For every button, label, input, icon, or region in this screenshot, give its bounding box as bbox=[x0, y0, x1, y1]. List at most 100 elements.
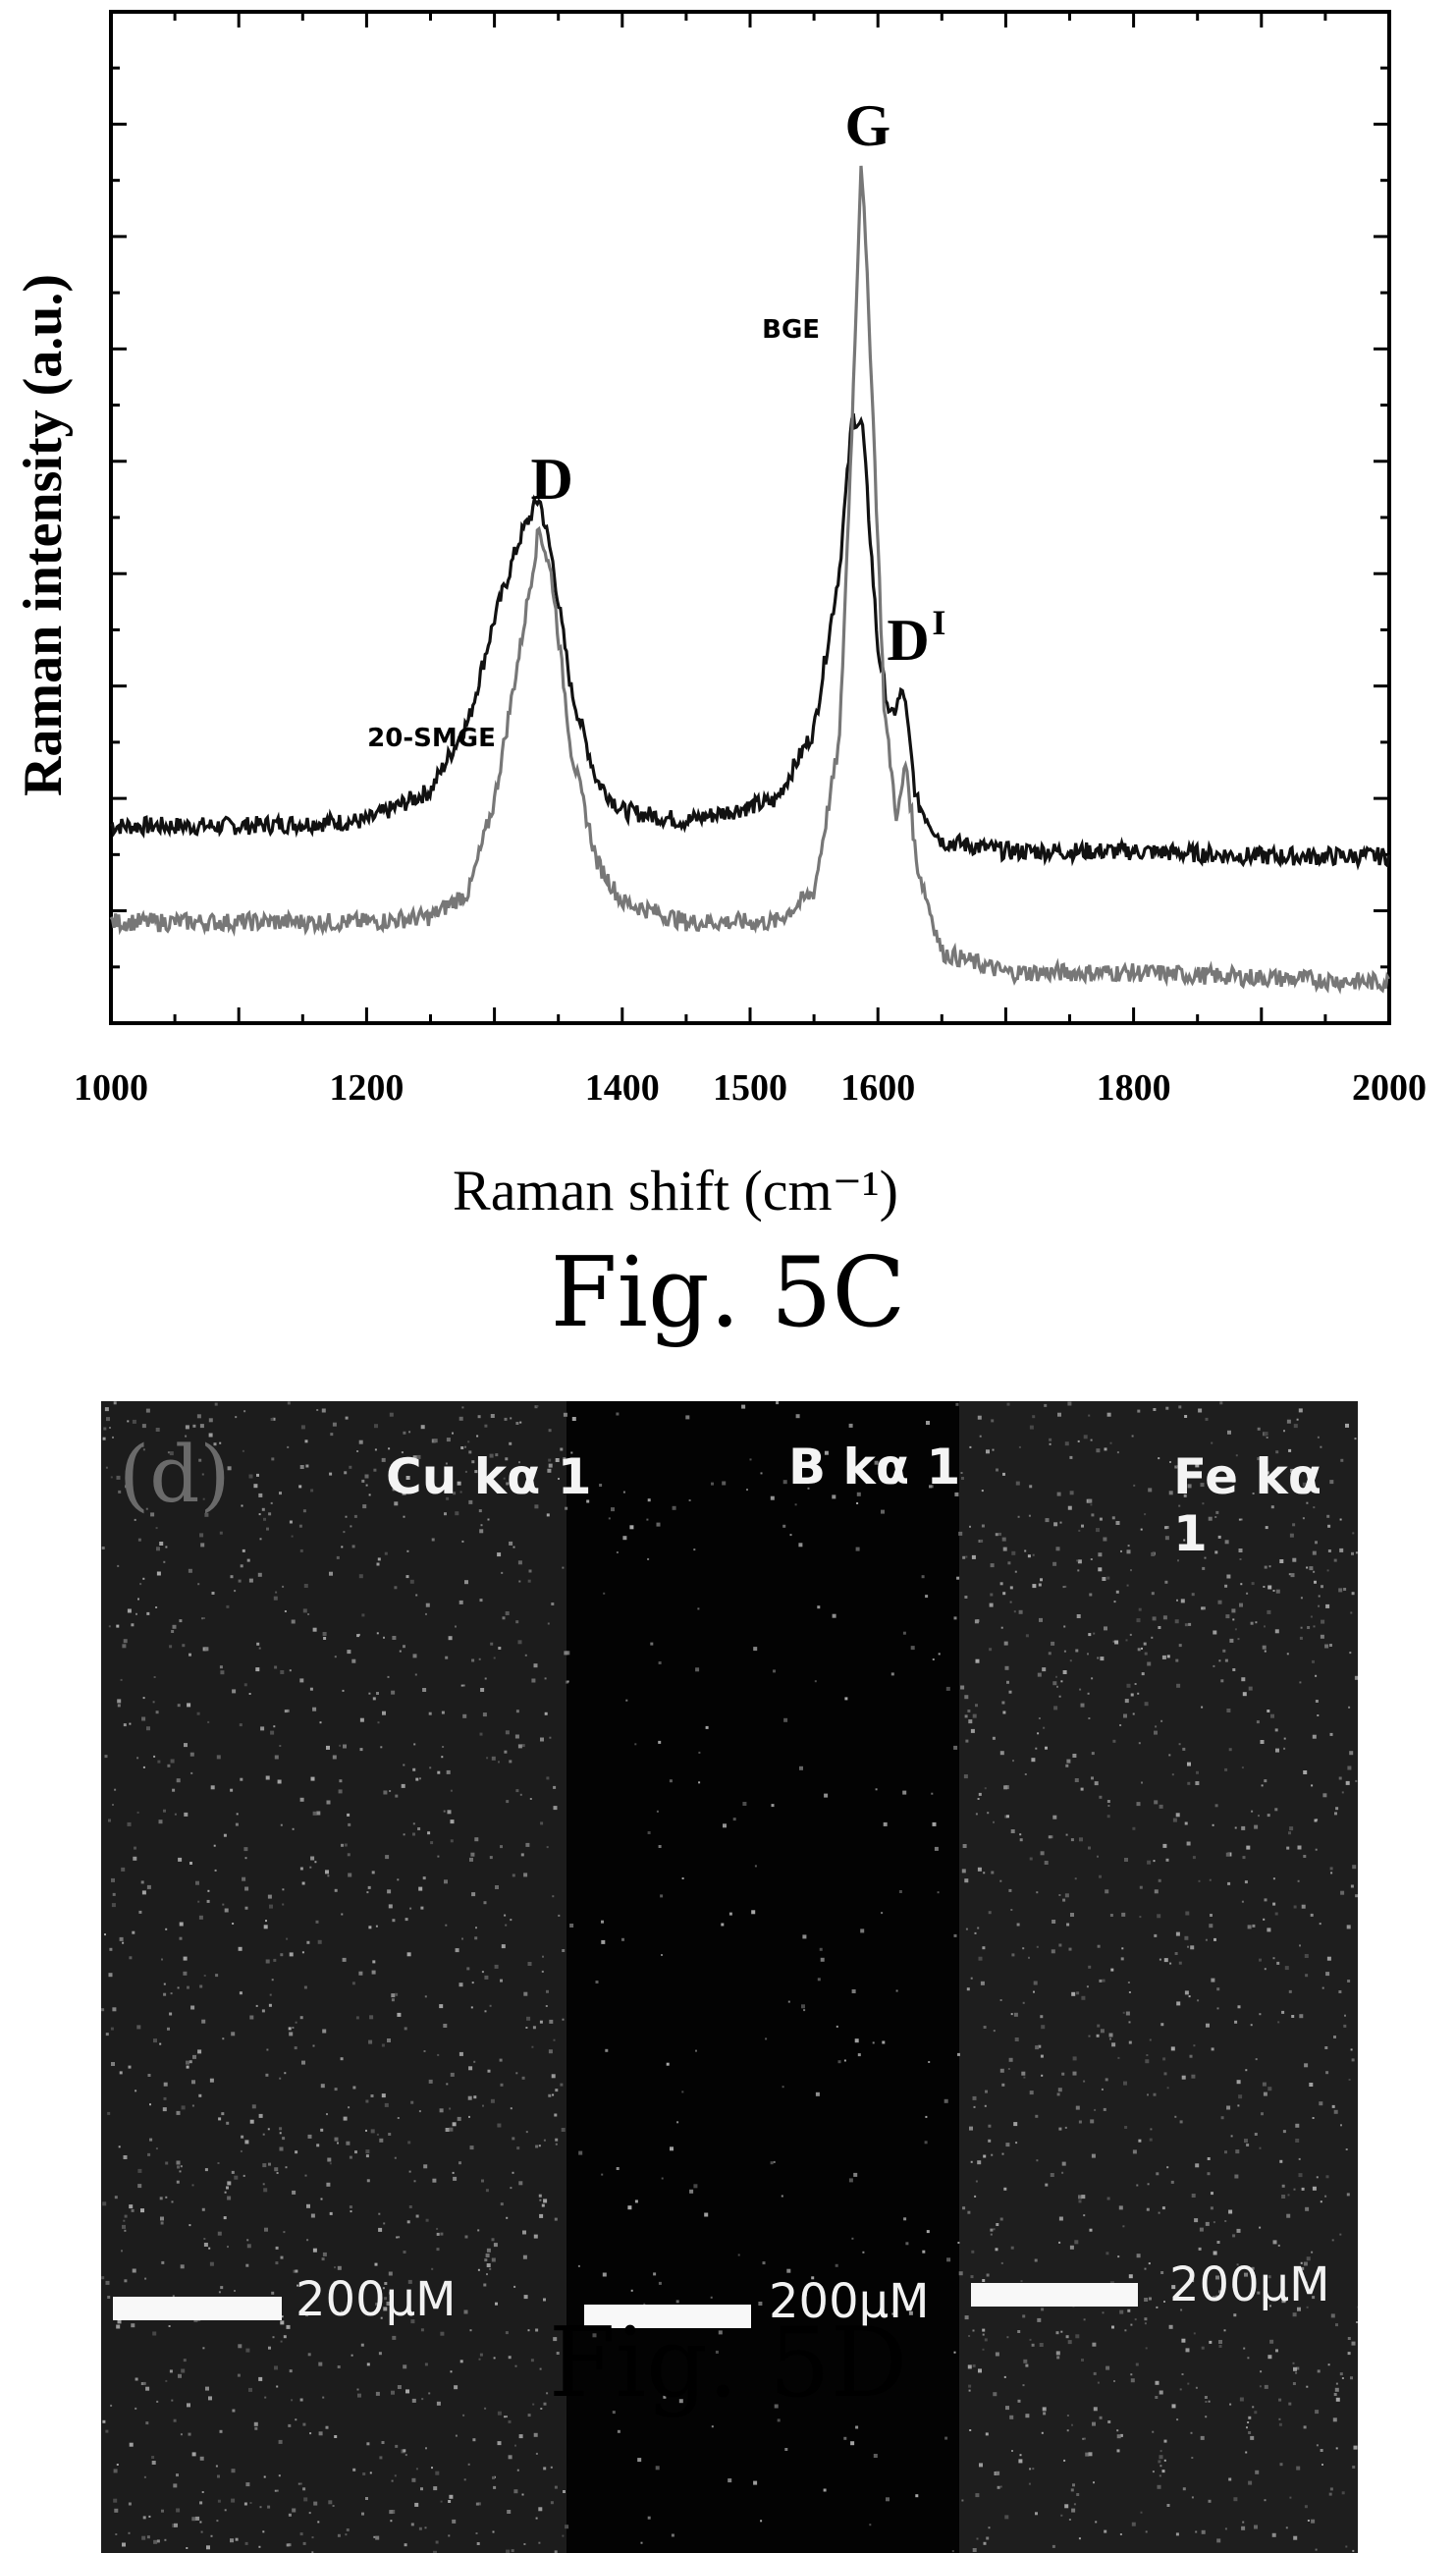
map-speckle bbox=[1242, 1766, 1244, 1768]
map-speckle bbox=[1156, 2172, 1159, 2175]
map-speckle bbox=[954, 1616, 957, 1619]
map-speckle bbox=[173, 2483, 177, 2487]
map-speckle bbox=[389, 2510, 393, 2514]
map-speckle bbox=[1224, 1585, 1227, 1588]
map-speckle bbox=[1065, 1765, 1068, 1767]
map-speckle bbox=[1137, 2254, 1141, 2257]
map-speckle bbox=[1261, 2112, 1264, 2115]
map-speckle bbox=[432, 1539, 435, 1542]
map-speckle bbox=[753, 1647, 757, 1651]
map-speckle bbox=[118, 1704, 121, 1707]
map-speckle bbox=[984, 2026, 987, 2029]
map-speckle bbox=[960, 1686, 964, 1690]
map-speckle bbox=[285, 1610, 287, 1612]
map-speckle bbox=[245, 2542, 248, 2545]
map-speckle bbox=[1267, 1814, 1270, 1817]
map-speckle bbox=[515, 1422, 518, 1425]
map-speckle bbox=[256, 1643, 259, 1646]
map-speckle bbox=[549, 1737, 551, 1739]
map-speckle bbox=[501, 2202, 504, 2205]
map-speckle bbox=[370, 2472, 372, 2473]
map-speckle bbox=[899, 1890, 902, 1893]
map-speckle bbox=[262, 2009, 265, 2012]
map-speckle bbox=[648, 1498, 651, 1501]
map-speckle bbox=[299, 1525, 302, 1528]
map-speckle bbox=[1238, 2005, 1241, 2008]
map-speckle bbox=[1174, 2116, 1176, 2118]
map-speckle bbox=[988, 2140, 991, 2143]
map-speckle bbox=[137, 2184, 141, 2188]
map-speckle bbox=[263, 1518, 266, 1521]
map-speckle bbox=[244, 2140, 248, 2144]
map-speckle bbox=[1005, 1666, 1009, 1670]
map-speckle bbox=[1036, 2159, 1038, 2161]
map-speckle bbox=[1000, 1582, 1003, 1585]
map-speckle bbox=[325, 1870, 329, 1874]
map-speckle bbox=[1091, 1677, 1093, 1679]
map-speckle bbox=[487, 2263, 491, 2267]
map-speckle bbox=[1000, 2218, 1003, 2221]
map-speckle bbox=[1224, 2220, 1226, 2222]
map-speckle bbox=[553, 1786, 556, 1789]
map-speckle bbox=[1127, 1684, 1131, 1688]
map-speckle bbox=[552, 2074, 556, 2078]
map-speckle bbox=[391, 1691, 395, 1695]
map-speckle bbox=[884, 1822, 888, 1826]
map-speckle bbox=[436, 2541, 439, 2544]
map-speckle bbox=[659, 1845, 662, 1848]
map-speckle bbox=[569, 1924, 573, 1928]
map-speckle bbox=[447, 1770, 451, 1774]
map-speckle bbox=[279, 2127, 282, 2130]
map-speckle bbox=[1037, 1946, 1039, 1948]
map-speckle bbox=[1011, 1953, 1014, 1956]
map-speckle bbox=[659, 2282, 662, 2285]
map-speckle bbox=[530, 1798, 532, 1800]
map-speckle bbox=[1304, 2063, 1308, 2067]
map-speckle bbox=[285, 1710, 288, 1712]
map-speckle bbox=[1154, 1731, 1158, 1735]
map-speckle bbox=[383, 2222, 385, 2224]
map-speckle bbox=[509, 1542, 512, 1546]
map-speckle bbox=[755, 1865, 757, 1867]
map-speckle bbox=[922, 1575, 925, 1578]
map-speckle bbox=[129, 1723, 131, 1725]
map-speckle bbox=[1238, 2094, 1242, 2098]
map-speckle bbox=[549, 2049, 553, 2053]
map-speckle bbox=[111, 2062, 115, 2066]
map-speckle bbox=[321, 2199, 323, 2200]
map-speckle bbox=[1030, 2091, 1034, 2094]
map-speckle bbox=[1147, 2208, 1150, 2211]
map-speckle bbox=[1167, 2504, 1170, 2507]
map-speckle bbox=[799, 1766, 803, 1770]
map-speckle bbox=[986, 1449, 990, 1453]
map-speckle bbox=[382, 1711, 386, 1715]
map-speckle bbox=[313, 2249, 317, 2253]
map-speckle bbox=[1314, 1625, 1316, 1627]
map-speckle bbox=[411, 2523, 414, 2526]
map-speckle bbox=[234, 2176, 238, 2180]
map-speckle bbox=[230, 1789, 233, 1792]
map-speckle bbox=[199, 2501, 202, 2504]
map-speckle bbox=[1015, 2142, 1017, 2144]
map-speckle bbox=[1099, 1980, 1102, 1983]
map-speckle bbox=[102, 2201, 106, 2205]
map-speckle bbox=[404, 2027, 407, 2030]
map-speckle bbox=[406, 1550, 408, 1552]
map-speckle bbox=[526, 2131, 528, 2133]
map-speckle bbox=[1199, 1880, 1201, 1882]
map-speckle bbox=[288, 2424, 291, 2427]
map-speckle bbox=[1172, 1773, 1174, 1775]
map-speckle bbox=[1162, 1844, 1166, 1848]
map-speckle bbox=[392, 1636, 396, 1640]
map-speckle bbox=[137, 1599, 139, 1601]
map-speckle bbox=[265, 1920, 267, 1922]
map-speckle bbox=[1251, 1811, 1253, 1813]
map-speckle bbox=[1162, 2057, 1165, 2060]
map-speckle bbox=[511, 2107, 512, 2109]
map-speckle bbox=[1270, 1714, 1274, 1718]
map-speckle bbox=[516, 1710, 519, 1712]
map-speckle bbox=[1020, 2454, 1022, 2456]
map-speckle bbox=[249, 1475, 253, 1479]
map-speckle bbox=[1316, 1849, 1318, 1851]
map-speckle bbox=[1144, 1643, 1147, 1646]
